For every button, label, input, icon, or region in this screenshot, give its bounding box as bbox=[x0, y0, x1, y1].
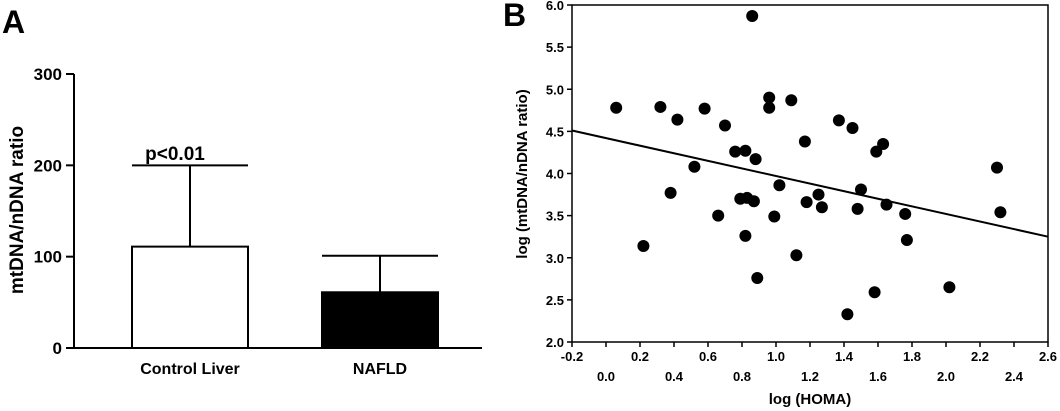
panel-b-data-point bbox=[812, 188, 825, 201]
panel-b-y-tick-label: 4.0 bbox=[546, 167, 564, 182]
panel-b-x-tick-label-upper: 1.8 bbox=[903, 349, 921, 364]
panel-b-x-tick-label-upper: 2.2 bbox=[971, 349, 989, 364]
panel-b-data-point bbox=[798, 135, 811, 148]
panel-b-data-point bbox=[785, 94, 798, 107]
panel-b-y-tick-label: 6.0 bbox=[546, 0, 564, 13]
panel-a-category-label: Control Liver bbox=[140, 361, 240, 378]
panel-b-data-point bbox=[719, 119, 731, 132]
panel-b-y-tick-label: 5.0 bbox=[546, 82, 564, 97]
panel-b-data-point bbox=[815, 201, 828, 214]
panel-a-bar-nafld bbox=[321, 291, 439, 349]
panel-b-data-point bbox=[768, 210, 781, 223]
panel-b-data-point bbox=[880, 198, 893, 211]
panel-b-data-point bbox=[877, 138, 890, 151]
panel-b-x-tick-label-upper: 1.0 bbox=[767, 349, 785, 364]
panel-a-y-tick-label: 0 bbox=[53, 339, 62, 358]
panel-a-y-axis-label: mtDNA/nDNA ratio bbox=[7, 126, 28, 294]
panel-a-y-tick-label: 300 bbox=[34, 65, 62, 84]
panel-b-data-point bbox=[739, 144, 752, 157]
panel-b-plot-frame bbox=[571, 4, 1049, 343]
panel-b-y-axis-label: log (mtDNA/nDNA ratio) bbox=[514, 89, 531, 258]
panel-b-x-tick-label-lower: 1.2 bbox=[801, 369, 819, 384]
panel-b-data-point bbox=[654, 100, 667, 113]
panel-b-regression-line bbox=[571, 129, 1049, 238]
panel-b-data-point bbox=[747, 195, 760, 208]
panel-b-x-axis-label: log (HOMA) bbox=[769, 391, 851, 408]
panel-b-data-point bbox=[900, 234, 913, 247]
panel-b-y-tick-label: 5.5 bbox=[546, 40, 564, 55]
panel-b-x-tick-label-lower: 0.4 bbox=[665, 369, 684, 384]
panel-b-data-point bbox=[994, 206, 1007, 219]
panel-b-data-point bbox=[846, 122, 859, 135]
panel-a-y-tick-label: 100 bbox=[34, 248, 62, 267]
panel-b-data-point bbox=[841, 308, 854, 321]
panel-b-y-tick-label: 2.0 bbox=[546, 335, 564, 350]
panel-b-x-tick-label-upper: -0.2 bbox=[561, 349, 583, 364]
panel-b-y-tick-label: 4.5 bbox=[546, 124, 564, 139]
panel-b-data-point bbox=[899, 207, 912, 220]
panel-b-data-point bbox=[851, 202, 864, 215]
panel-b-x-tick-label-lower: 2.0 bbox=[937, 369, 955, 384]
panel-b-data-point bbox=[671, 113, 684, 126]
panel-b-data-point bbox=[868, 286, 881, 299]
panel-a-label: A bbox=[2, 4, 25, 40]
panel-b-x-tick-label-lower: 1.6 bbox=[869, 369, 887, 384]
panel-b-data-point bbox=[712, 209, 725, 222]
panel-a-category-label: NAFLD bbox=[353, 361, 407, 378]
panel-b-data-point bbox=[746, 9, 759, 22]
panel-b-data-point bbox=[991, 161, 1003, 174]
panel-b-data-point bbox=[664, 186, 677, 199]
panel-b-data-point bbox=[763, 91, 776, 104]
panel-b-data-point bbox=[729, 145, 742, 158]
panel-b-data-point bbox=[698, 102, 711, 115]
panel-b-data-point bbox=[610, 101, 623, 114]
panel-a-bar-chart: A mtDNA/nDNA ratio p<0.01 0 100 200 300 Cont… bbox=[2, 4, 482, 378]
panel-b-data-point bbox=[800, 196, 813, 209]
panel-a-y-tick-label: 200 bbox=[34, 156, 62, 175]
panel-b-data-point bbox=[739, 229, 752, 242]
panel-b-data-point bbox=[688, 160, 701, 173]
panel-b-data-point bbox=[943, 281, 956, 294]
panel-b-data-point bbox=[763, 101, 776, 114]
panel-b-data-point bbox=[749, 153, 762, 166]
panel-b-x-tick-label-lower: 0.0 bbox=[597, 369, 615, 384]
panel-b-data-point bbox=[855, 183, 867, 196]
panel-a-bar-control-liver bbox=[131, 245, 249, 349]
panel-b-data-point bbox=[790, 249, 803, 262]
panel-b-data-point bbox=[832, 114, 845, 127]
panel-b-x-tick-label-lower: 0.8 bbox=[733, 369, 751, 384]
panel-b-data-point bbox=[637, 239, 650, 252]
panel-b-scatter-chart: B log (mtDNA/nDNA ratio) log (HOMA) 2.0 2… bbox=[503, 0, 1057, 408]
panel-b-x-tick-label-upper: 0.2 bbox=[631, 349, 649, 364]
panel-b-data-point bbox=[773, 179, 786, 192]
panel-a-annotation: p<0.01 bbox=[145, 144, 205, 165]
panel-b-x-tick-label-upper: 1.4 bbox=[835, 349, 854, 364]
panel-b-x-tick-label-upper: 2.6 bbox=[1039, 349, 1057, 364]
panel-b-x-tick-label-lower: 2.4 bbox=[1005, 369, 1024, 384]
panel-b-y-tick-label: 3.5 bbox=[546, 209, 564, 224]
panel-b-y-tick-label: 3.0 bbox=[546, 251, 564, 266]
panel-b-data-point bbox=[751, 271, 764, 284]
panel-b-label: B bbox=[503, 0, 526, 33]
panel-b-x-tick-label-upper: 0.6 bbox=[699, 349, 717, 364]
panel-b-y-tick-label: 2.5 bbox=[546, 293, 564, 308]
